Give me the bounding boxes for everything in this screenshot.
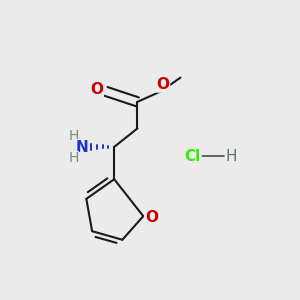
Text: O: O [145,210,158,225]
Text: H: H [68,130,79,143]
Text: O: O [157,77,169,92]
Text: H: H [225,148,237,164]
Text: N: N [75,140,88,155]
Text: H: H [68,152,79,165]
Text: Cl: Cl [185,148,201,164]
Text: O: O [90,82,103,97]
